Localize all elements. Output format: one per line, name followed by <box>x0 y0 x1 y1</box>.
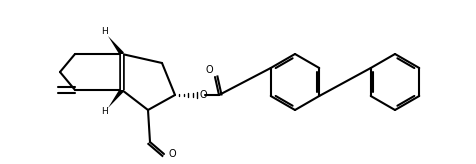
Text: H: H <box>100 107 108 116</box>
Text: O: O <box>199 90 207 100</box>
Polygon shape <box>108 88 124 108</box>
Polygon shape <box>108 36 124 56</box>
Text: H: H <box>100 28 108 37</box>
Text: O: O <box>168 149 176 159</box>
Text: O: O <box>205 65 213 75</box>
